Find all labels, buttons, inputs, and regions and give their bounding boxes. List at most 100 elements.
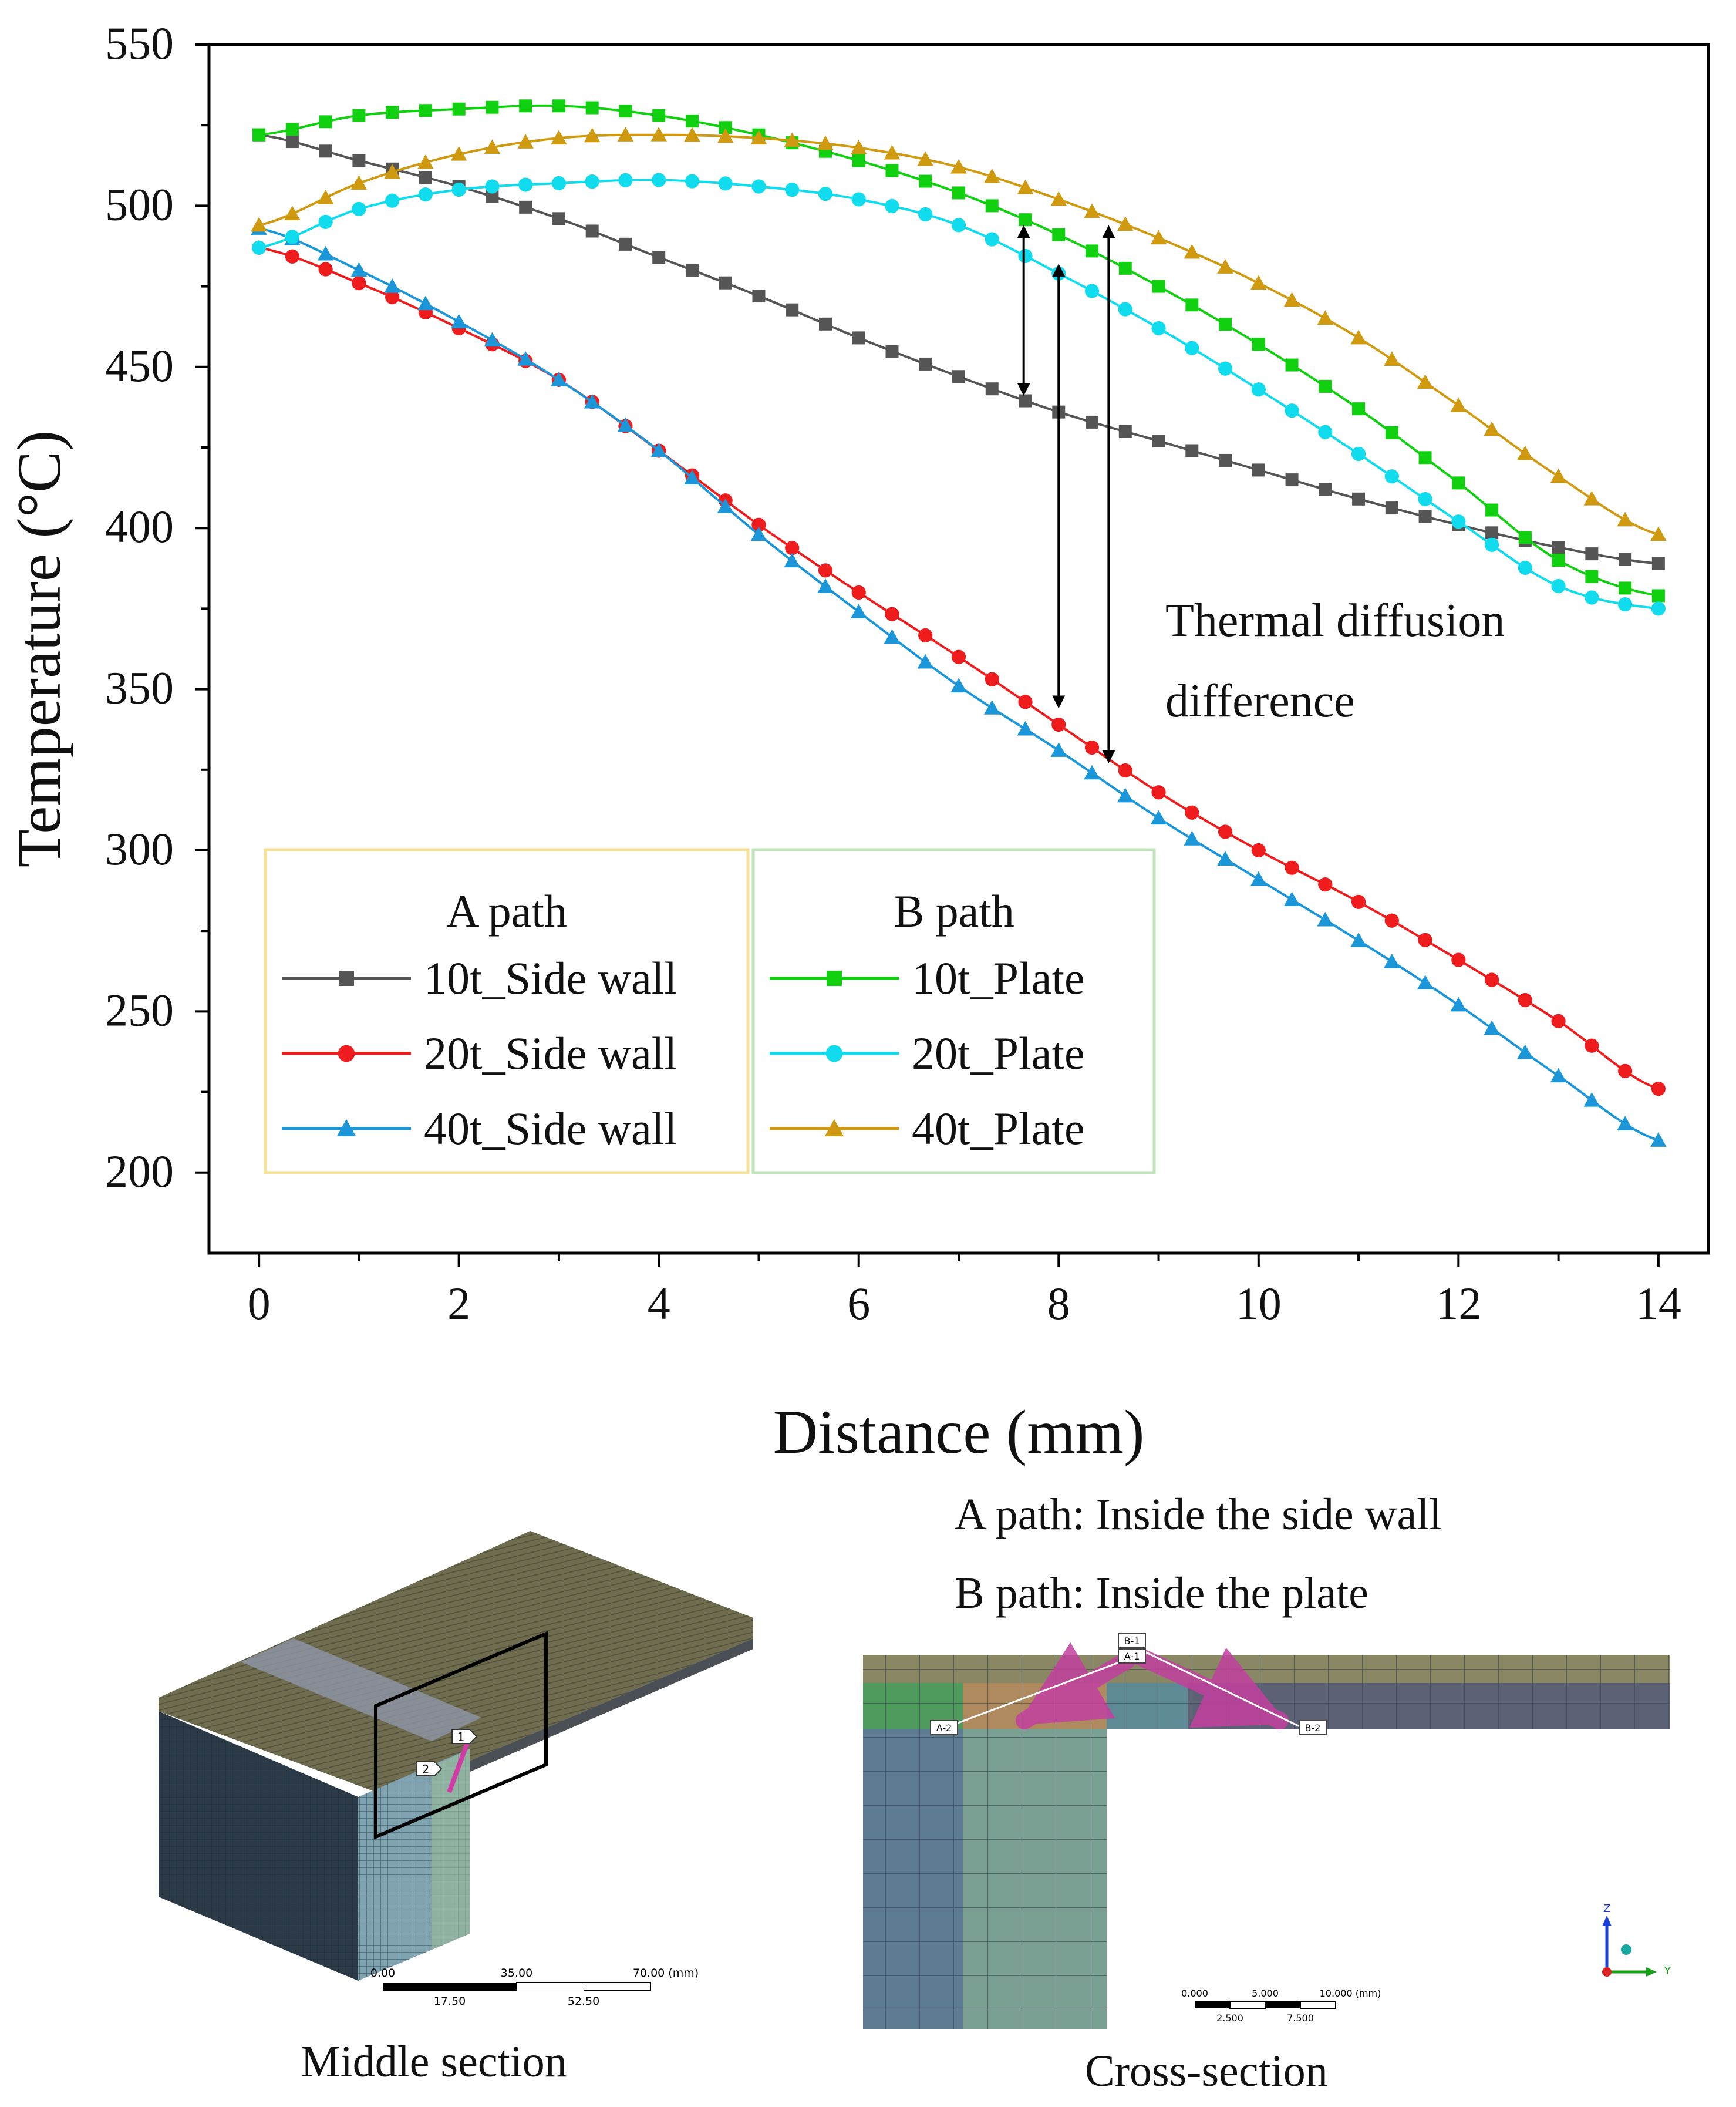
cross-tag-b2: B-2 (1299, 1720, 1327, 1735)
label-tag-1-text: 1 (457, 1730, 465, 1744)
x-tick-label: 0 (248, 1278, 271, 1329)
data-point (984, 699, 1000, 715)
y-tick-label: 400 (105, 501, 174, 552)
data-point (1451, 952, 1466, 967)
data-point (1250, 275, 1267, 290)
data-point (1418, 451, 1432, 465)
thermal-diffusion-annotation: Thermal diffusion difference (1017, 225, 1505, 763)
legend-label: 10t_Plate (912, 952, 1085, 1004)
data-point (817, 578, 834, 593)
data-point (1485, 503, 1499, 517)
y-tick-label: 450 (105, 340, 174, 391)
y-tick-label: 500 (105, 179, 174, 230)
data-point (1084, 284, 1100, 298)
data-point (419, 171, 432, 184)
data-point (1184, 244, 1201, 259)
data-point (785, 183, 800, 197)
data-point (584, 127, 601, 143)
data-point (551, 372, 567, 386)
data-point (1384, 351, 1400, 366)
data-point (1619, 553, 1632, 566)
data-point (519, 200, 532, 214)
data-point (851, 192, 866, 207)
data-point (1550, 1068, 1567, 1083)
label-tag-2-text: 2 (422, 1762, 430, 1776)
data-point (650, 126, 667, 142)
data-point (285, 230, 299, 244)
data-point (851, 585, 866, 600)
series-40t-plate (251, 126, 1667, 541)
data-point (1518, 531, 1532, 544)
middle-scale-35: 35.00 (501, 1967, 532, 1980)
data-point (1585, 590, 1599, 605)
cross-tag-a1: A-1 (1118, 1648, 1146, 1664)
data-point (1583, 490, 1600, 506)
data-point (884, 629, 901, 644)
data-point (1152, 435, 1165, 448)
legend-label: 40t_Side wall (424, 1103, 677, 1154)
middle-scale-52-5: 52.50 (568, 1995, 599, 2008)
data-point (1117, 216, 1134, 231)
legend-label: 40t_Plate (912, 1103, 1085, 1154)
data-point (619, 237, 632, 251)
data-point (684, 127, 700, 142)
cross-tag-b1: B-1 (1118, 1633, 1146, 1648)
data-point (1185, 805, 1199, 820)
data-point (852, 331, 865, 345)
data-point (1351, 894, 1366, 909)
data-point (1184, 830, 1201, 846)
data-point (719, 121, 732, 134)
x-axis-ticks: 0 2 4 6 8 10 12 14 (248, 1253, 1681, 1329)
legend-title: B path (894, 886, 1014, 937)
x-tick-label: 12 (1435, 1278, 1481, 1329)
data-point (386, 106, 399, 119)
data-point (1086, 415, 1099, 429)
data-point (336, 1119, 356, 1136)
data-point (717, 128, 734, 143)
data-point (1152, 280, 1165, 293)
plate-top-face (159, 1531, 753, 1796)
data-point (985, 199, 999, 213)
middle-scale-bar: 0.00 35.00 70.00 (mm) 17.50 52.50 (370, 1967, 699, 2008)
data-point (552, 212, 565, 225)
data-point (1319, 379, 1332, 393)
path-b-description: B path: Inside the plate (955, 1569, 1368, 1618)
side-wall-green-strip (432, 1749, 470, 1950)
cross-tag-b1-text: B-1 (1124, 1635, 1140, 1647)
data-point (518, 177, 533, 192)
data-point (1218, 361, 1233, 376)
data-point (285, 123, 299, 136)
cross-scale-5: 5.000 (1252, 1988, 1279, 1999)
data-point (1084, 765, 1100, 780)
data-point (1484, 1020, 1500, 1035)
legend-label: 10t_Side wall (424, 952, 677, 1004)
middle-scale-0: 0.00 (370, 1967, 395, 1980)
data-point (1618, 1063, 1633, 1078)
data-point (1585, 547, 1599, 561)
y-tick-label: 300 (105, 823, 174, 874)
data-point (885, 164, 899, 177)
data-point (950, 159, 967, 174)
data-point (551, 176, 567, 191)
data-point (251, 217, 267, 232)
cross-section-model: B-1 A-1 A-2 B-2 0.000 5.000 10.000 (mm) … (863, 1633, 1671, 2029)
cross-tag-a2-text: A-2 (936, 1722, 952, 1734)
data-point (885, 344, 899, 358)
data-point (1118, 425, 1132, 438)
data-point (352, 201, 366, 216)
cross-plate-lower-band (1188, 1683, 1670, 1729)
cross-tag-a2: A-2 (930, 1720, 958, 1735)
data-point (1650, 1132, 1667, 1147)
plate-front-edge (387, 1638, 753, 1808)
side-wall-lit-face (358, 1749, 470, 1981)
data-point (1583, 1092, 1600, 1107)
data-point (1617, 1116, 1633, 1130)
data-point (1252, 338, 1265, 351)
legend-label: 20t_Plate (912, 1028, 1085, 1079)
data-point (952, 370, 965, 383)
data-point (685, 263, 699, 277)
data-point (652, 109, 666, 122)
data-point (884, 144, 901, 160)
series-20t-plate (252, 173, 1666, 616)
label-tag-1: 1 (451, 1729, 478, 1744)
